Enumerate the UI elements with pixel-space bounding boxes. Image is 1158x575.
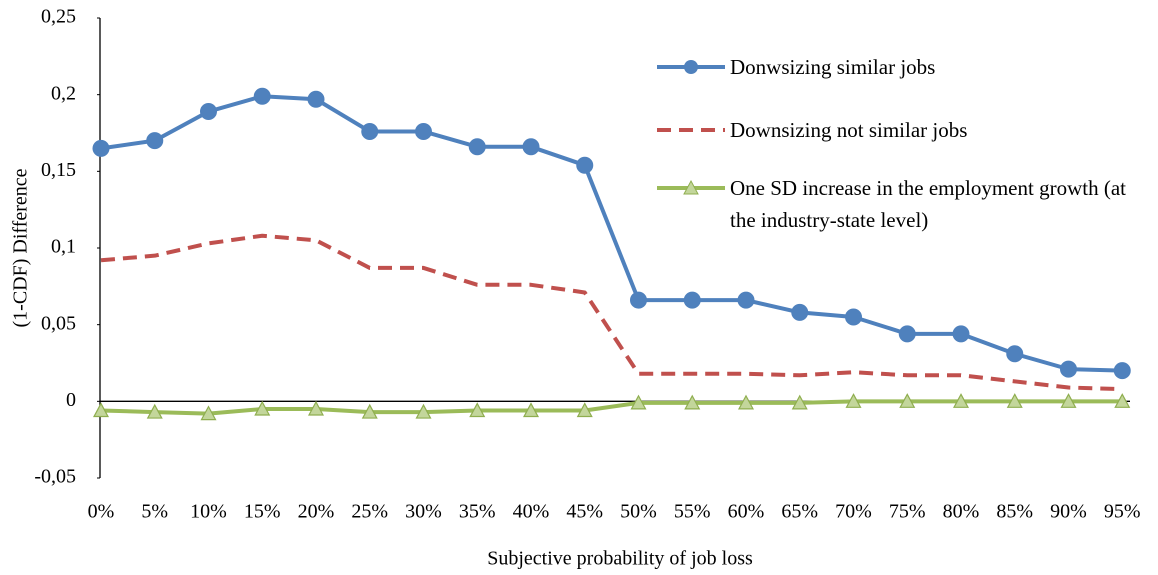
point — [683, 291, 701, 309]
point — [307, 400, 325, 416]
y-tick-label: 0,05 — [41, 312, 76, 334]
x-tick-label: 30% — [405, 501, 442, 523]
point — [898, 325, 916, 343]
x-tick-label: 10% — [190, 501, 227, 523]
point — [200, 405, 217, 421]
x-tick-label: 0% — [88, 501, 115, 523]
point — [146, 132, 164, 150]
series-line — [100, 233, 1123, 392]
x-tick-label: 85% — [996, 501, 1033, 523]
point — [845, 308, 862, 326]
y-tick-label: 0,25 — [41, 6, 76, 28]
x-tick-label: 5% — [141, 501, 168, 523]
point — [737, 291, 755, 309]
point — [952, 393, 970, 408]
point — [522, 402, 540, 418]
series-line — [100, 94, 1123, 373]
point — [1113, 362, 1131, 380]
point — [791, 303, 809, 321]
x-axis-title: Subjective probability of job loss — [487, 548, 753, 570]
point — [845, 393, 862, 408]
point — [630, 291, 647, 309]
point — [254, 400, 271, 416]
point — [630, 394, 647, 410]
point — [899, 393, 916, 408]
point — [361, 403, 378, 419]
point — [468, 138, 486, 156]
x-tick-label: 40% — [513, 501, 550, 523]
point — [1060, 360, 1077, 378]
legend-marker — [684, 60, 698, 74]
point — [92, 139, 110, 157]
y-tick-label: 0 — [66, 389, 76, 411]
point — [146, 403, 163, 419]
point — [415, 403, 432, 419]
x-tick-label: 45% — [566, 501, 603, 523]
point — [200, 103, 217, 121]
point — [737, 394, 755, 410]
series-line — [100, 399, 1123, 416]
legend-label: Downsizing not similar jobs — [730, 118, 968, 142]
point — [791, 394, 808, 410]
point — [1006, 345, 1024, 363]
point — [1060, 393, 1077, 408]
legend-marker — [683, 179, 699, 195]
x-tick-label: 20% — [298, 501, 335, 523]
point — [253, 87, 271, 105]
x-tick-label: 75% — [889, 501, 926, 523]
point — [1114, 393, 1131, 408]
y-tick-label: 0,2 — [51, 82, 76, 104]
legend-label: Donwsizing similar jobs — [730, 55, 936, 79]
point — [576, 402, 593, 418]
x-tick-label: 35% — [459, 501, 496, 523]
point — [1006, 393, 1023, 408]
point — [952, 325, 970, 343]
point — [361, 122, 379, 140]
x-tick-label: 15% — [244, 501, 281, 523]
point — [684, 394, 701, 410]
x-tick-label: 25% — [351, 501, 388, 523]
point — [522, 138, 540, 156]
x-tick-label: 50% — [620, 501, 657, 523]
x-tick-label: 60% — [728, 501, 765, 523]
x-tick-label: 55% — [674, 501, 711, 523]
legend-label: One SD increase in the employment growth… — [730, 176, 1126, 232]
y-tick-label: -0,05 — [34, 466, 76, 488]
point — [415, 122, 432, 140]
y-tick-label: 0,15 — [41, 159, 76, 181]
point — [307, 90, 325, 108]
x-tick-label: 95% — [1104, 501, 1141, 523]
y-tick-label: 0,1 — [51, 236, 76, 258]
x-tick-label: 65% — [781, 501, 818, 523]
x-tick-label: 90% — [1050, 501, 1087, 523]
point — [92, 402, 110, 418]
x-tick-label: 70% — [835, 501, 872, 523]
point — [576, 156, 594, 174]
y-axis-title: (1-CDF) Difference — [10, 168, 32, 327]
x-tick-label: 80% — [943, 501, 980, 523]
point — [469, 402, 486, 418]
